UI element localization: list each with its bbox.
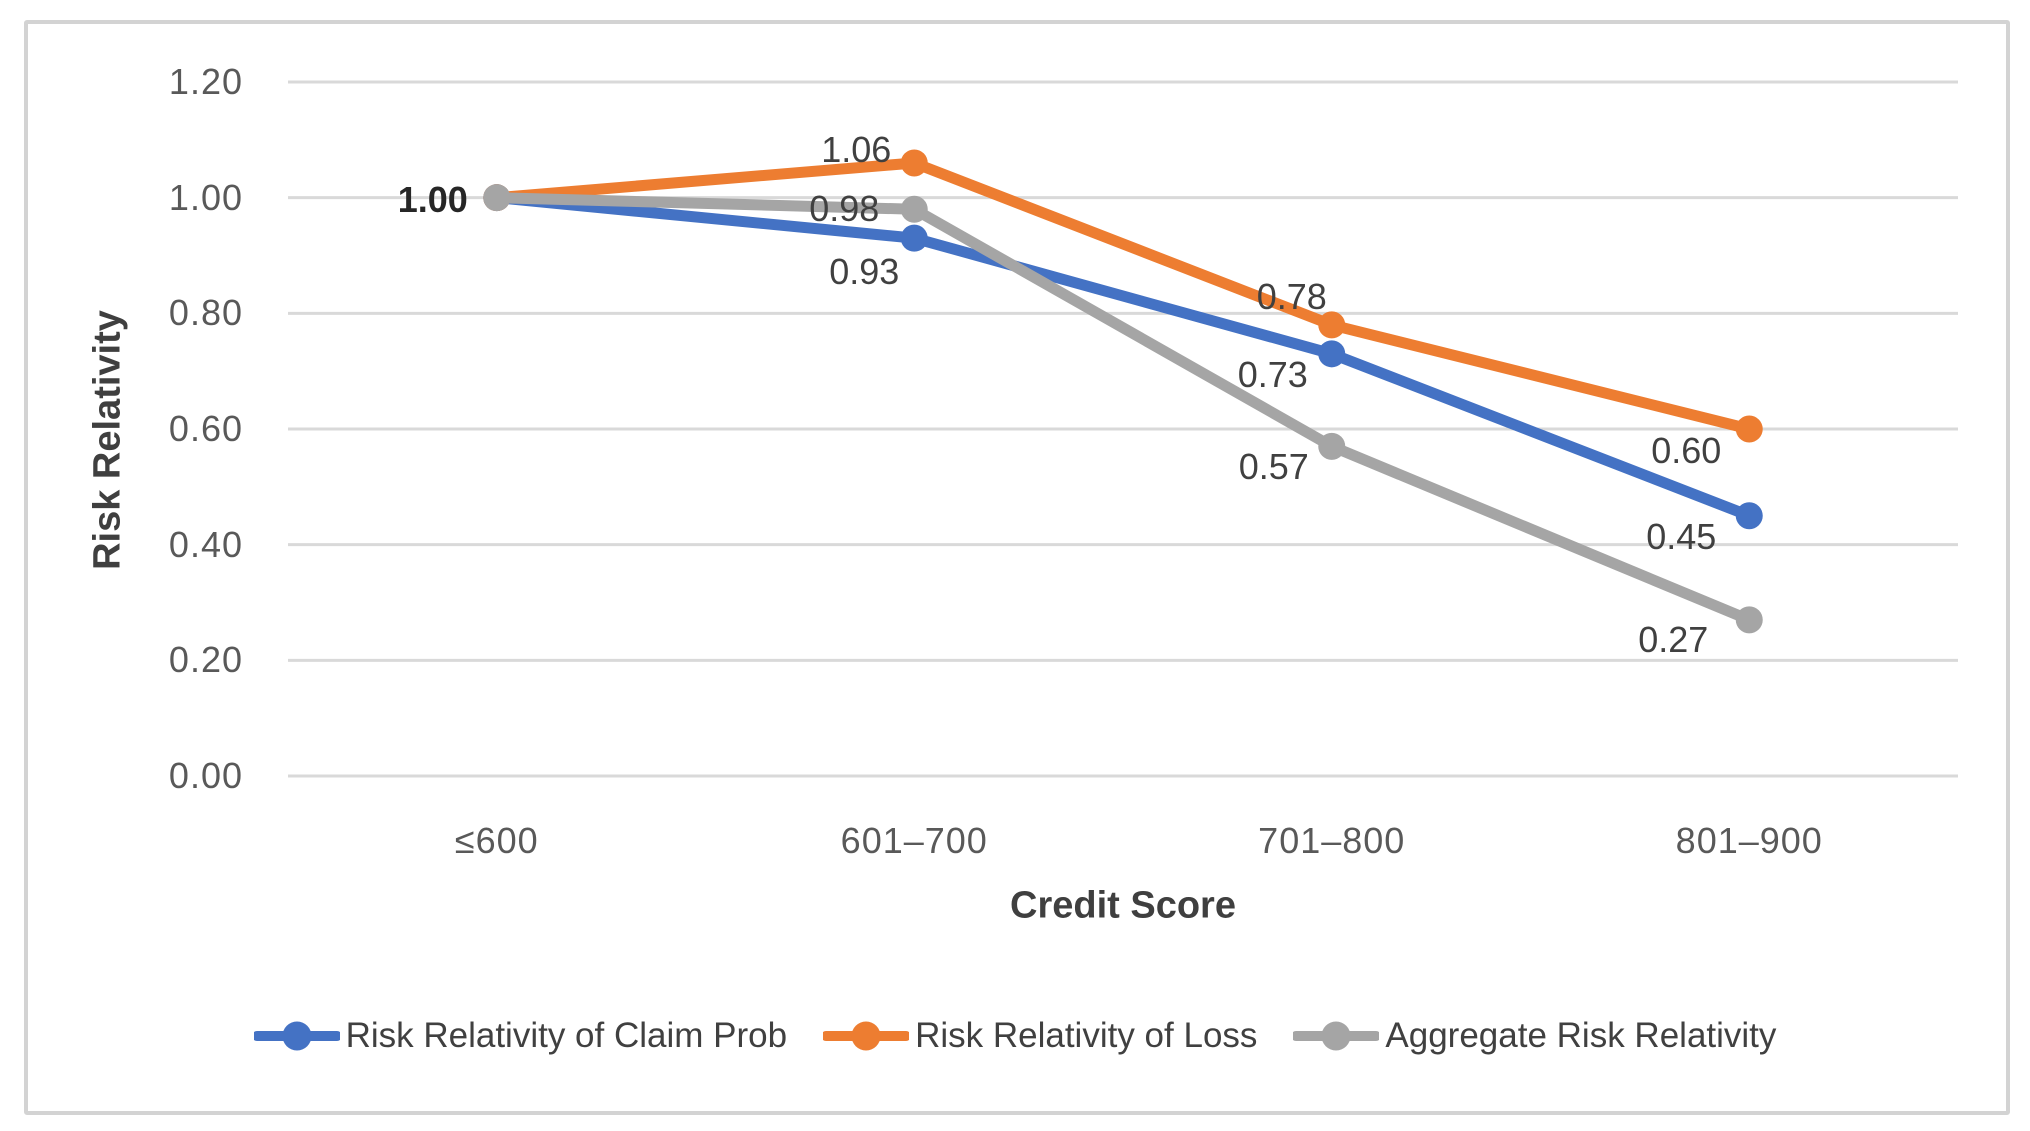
series-line [491, 192, 1755, 522]
data-point-marker [900, 149, 928, 177]
data-point-marker [900, 224, 928, 252]
legend-line-marker-icon [253, 1021, 340, 1051]
legend-line-marker-icon [823, 1021, 910, 1051]
data-point-marker [1735, 415, 1763, 443]
legend-item: Risk Relativity of Claim Prob [253, 1016, 788, 1056]
data-point-marker [1318, 340, 1346, 368]
chart-legend: Risk Relativity of Claim Prob Risk Relati… [40, 1006, 1990, 1066]
series-line [491, 192, 1755, 626]
data-point-marker [900, 195, 928, 223]
y-axis-title: Risk Relativity [86, 310, 129, 570]
data-point-marker [1735, 502, 1763, 530]
data-point-marker [1735, 606, 1763, 634]
legend-item: Risk Relativity of Loss [823, 1016, 1257, 1056]
legend-item-label: Aggregate Risk Relativity [1385, 1016, 1777, 1055]
series-line [491, 157, 1755, 435]
legend-item: Aggregate Risk Relativity [1293, 1016, 1776, 1056]
legend-item-label: Risk Relativity of Claim Prob [345, 1016, 788, 1055]
legend-line-marker-icon [1293, 1021, 1380, 1051]
data-point-marker [483, 184, 511, 212]
x-axis-title: Credit Score [1010, 884, 1236, 927]
legend-item-label: Risk Relativity of Loss [915, 1016, 1258, 1055]
data-point-marker [1318, 311, 1346, 339]
data-point-marker [1318, 432, 1346, 460]
